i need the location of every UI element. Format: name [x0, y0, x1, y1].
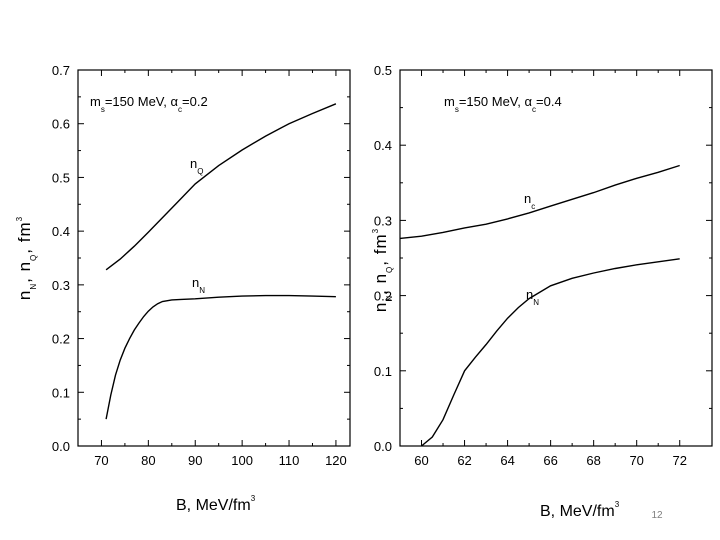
x-tick-label: 100	[231, 453, 253, 468]
y-axis-title: nN, nQ, fm3	[15, 216, 38, 300]
y-tick-label: 0.6	[52, 117, 70, 132]
y-tick-label: 0.0	[52, 439, 70, 454]
y-tick-label: 0.4	[374, 138, 392, 153]
y-tick-label: 0.5	[374, 63, 392, 78]
y-tick-label: 0.1	[52, 385, 70, 400]
parameter-annotation: ms=150 MeV, αc=0.2	[90, 94, 208, 114]
plot-frame	[77, 69, 351, 447]
x-axis-title: B, MeV/fm3	[540, 500, 620, 520]
x-tick-label: 72	[672, 453, 686, 468]
x-tick-label: 60	[414, 453, 428, 468]
x-tick-label: 110	[279, 453, 300, 468]
y-axis-title-group: nN, nQ, fm3	[15, 216, 38, 300]
series-label: nc	[524, 191, 535, 211]
plot-frame	[399, 69, 713, 447]
series-line-nc	[399, 164, 680, 240]
y-tick-label: 0.3	[374, 213, 392, 228]
page-number: 12	[651, 510, 663, 521]
x-tick-label: 120	[325, 453, 347, 468]
x-axis-title: B, MeV/fm3	[176, 494, 256, 514]
y-tick-label: 0.2	[374, 289, 392, 304]
y-tick-label: 0.4	[52, 224, 70, 239]
y-tick-label: 0.5	[52, 170, 70, 185]
y-tick-label: 0.1	[374, 364, 392, 379]
x-tick-label: 70	[629, 453, 643, 468]
chart-1: 70 80 90 100 110 120 0.0 0.1 0.2 0.3 0.4 0.5 0.6 0.7 n…	[15, 63, 351, 514]
x-tick-label: 68	[586, 453, 600, 468]
x-tick-label: 66	[543, 453, 557, 468]
series-label: nN	[192, 275, 205, 295]
series-label: nN	[526, 287, 539, 307]
x-tick-label: 64	[500, 453, 514, 468]
y-tick-label: 0.0	[374, 439, 392, 454]
series-line-nQ	[105, 103, 337, 271]
y-tick-label: 0.2	[52, 332, 70, 347]
parameter-annotation: ms=150 MeV, αc=0.4	[444, 94, 562, 114]
series-label: nQ	[190, 156, 203, 176]
x-tick-label: 70	[94, 453, 108, 468]
series-line-nN	[105, 294, 336, 420]
x-tick-label: 90	[188, 453, 202, 468]
chart-2: 60 62 64 66 68 70 72 0.0 0.1 0.2 0.3 0.4 0.5 nc nN ms=1…	[371, 63, 713, 520]
y-tick-label: 0.7	[52, 63, 70, 78]
x-tick-label: 62	[457, 453, 471, 468]
y-tick-label: 0.3	[52, 278, 70, 293]
series-line-nN	[421, 258, 680, 447]
x-tick-label: 80	[141, 453, 155, 468]
